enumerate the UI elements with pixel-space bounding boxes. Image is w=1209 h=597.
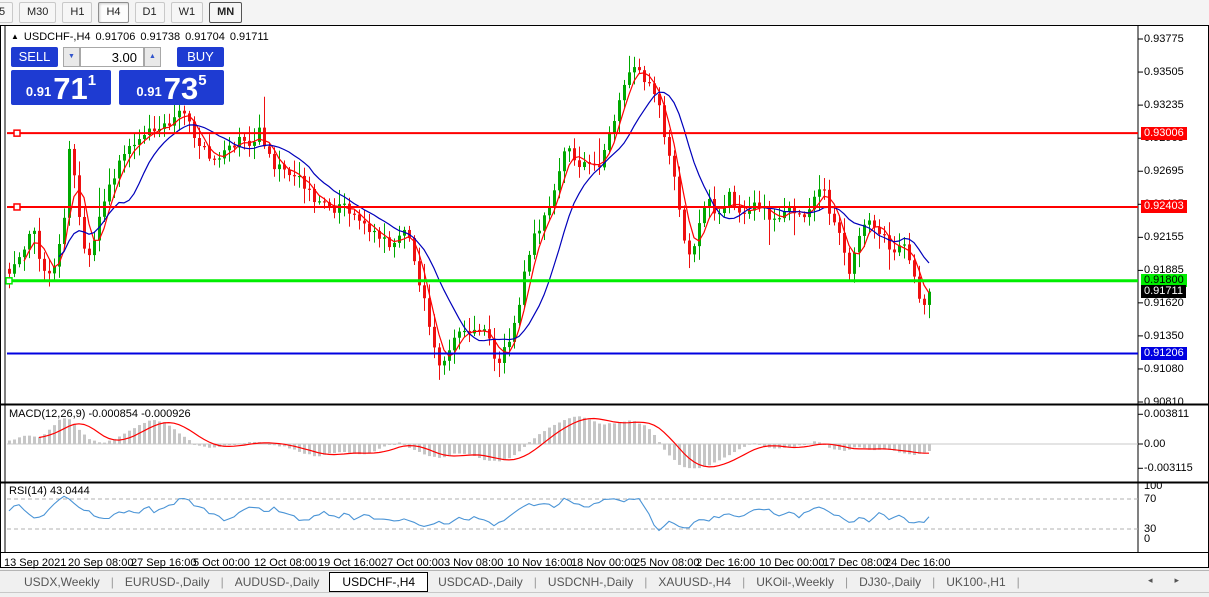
tab-divider: | bbox=[742, 574, 746, 589]
price-tick-0.91080: 0.91080 bbox=[1144, 362, 1184, 375]
timeframe-button-D1[interactable]: D1 bbox=[134, 2, 165, 23]
time-label: 24 Dec 16:00 bbox=[885, 557, 951, 569]
hline-label-0.92403: 0.92403 bbox=[1141, 200, 1187, 214]
rsi-axis-30: 30 bbox=[1144, 523, 1157, 535]
ask-quote-button[interactable]: 0.91 73 5 bbox=[119, 70, 224, 105]
chart-tab-DJ30-Daily[interactable]: DJ30-,Daily bbox=[859, 574, 922, 589]
ask-price-prefix: 0.91 bbox=[136, 84, 162, 99]
volume-input[interactable] bbox=[80, 47, 144, 67]
current-price-label: 0.91711 bbox=[1141, 285, 1186, 299]
tab-divider: | bbox=[844, 574, 849, 589]
ohlc-close: 0.91711 bbox=[229, 31, 269, 43]
chart-tab-USDX-Weekly[interactable]: USDX,Weekly bbox=[24, 574, 100, 589]
time-label: 19 Oct 16:00 bbox=[318, 557, 381, 569]
timeframe-button-MN[interactable]: MN bbox=[209, 2, 243, 23]
tab-scroll-right-icon[interactable]: ▸ bbox=[1174, 575, 1201, 585]
tab-divider: | bbox=[220, 574, 224, 589]
timeframe-button-M30[interactable]: M30 bbox=[19, 2, 57, 23]
time-label: 5 Oct 00:00 bbox=[193, 557, 250, 569]
sell-button[interactable]: SELL bbox=[11, 47, 58, 67]
time-label: 2 Dec 16:00 bbox=[696, 557, 756, 569]
time-label: 27 Sep 16:00 bbox=[131, 557, 197, 569]
ask-price-big: 73 bbox=[163, 71, 199, 106]
tab-divider: | bbox=[533, 574, 537, 589]
rsi-axis-70: 70 bbox=[1144, 493, 1157, 505]
chevron-up-icon: ▲ bbox=[149, 53, 156, 60]
time-label: 18 Nov 00:00 bbox=[571, 557, 637, 569]
time-label: 25 Nov 08:00 bbox=[634, 557, 700, 569]
rsi-axis-100: 100 bbox=[1144, 480, 1163, 492]
tab-divider: | bbox=[110, 574, 114, 589]
ohlc-high: 0.91738 bbox=[140, 31, 181, 43]
chart-tab-USDCNH-Daily[interactable]: USDCNH-,Daily bbox=[547, 574, 634, 589]
time-label: 10 Dec 00:00 bbox=[759, 557, 825, 569]
chart-tab-UK100-H1[interactable]: UK100-,H1 bbox=[946, 574, 1006, 589]
timeframe-button-5[interactable]: 5 bbox=[0, 2, 13, 23]
tab-divider: | bbox=[1016, 574, 1020, 589]
price-tick-0.91620: 0.91620 bbox=[1144, 296, 1184, 309]
bid-quote-button[interactable]: 0.91 71 1 bbox=[11, 70, 111, 105]
volume-increase-button[interactable]: ▲ bbox=[144, 47, 161, 67]
hline-label-0.91206: 0.91206 bbox=[1141, 347, 1187, 361]
timeframe-button-H4[interactable]: H4 bbox=[98, 2, 129, 23]
chart-tab-USDCAD-Daily[interactable]: USDCAD-,Daily bbox=[438, 574, 523, 589]
chart-tab-UKOil-Weekly[interactable]: UKOil-,Weekly bbox=[756, 574, 834, 589]
macd-axis-0.003811: 0.003811 bbox=[1144, 408, 1190, 421]
price-tick-0.92695: 0.92695 bbox=[1144, 165, 1184, 178]
timeframe-button-H1[interactable]: H1 bbox=[62, 2, 93, 23]
ask-price-sup: 5 bbox=[198, 72, 207, 89]
price-tick-0.93775: 0.93775 bbox=[1144, 33, 1184, 45]
time-label: 10 Nov 16:00 bbox=[507, 557, 573, 569]
ohlc-low: 0.91704 bbox=[185, 31, 225, 43]
chart-title: ▲ USDCHF-,H4 0.91706 0.91738 0.91704 0.91711 bbox=[11, 31, 274, 43]
chart-tab-EURUSD-Daily[interactable]: EURUSD-,Daily bbox=[124, 574, 210, 589]
buy-button[interactable]: BUY bbox=[177, 47, 224, 67]
chevron-down-icon: ▼ bbox=[68, 53, 75, 60]
time-label: 17 Dec 08:00 bbox=[823, 557, 889, 569]
bid-price-prefix: 0.91 bbox=[25, 84, 52, 99]
timeframe-toolbar: 5 M30 H1 H4 D1 W1 MN bbox=[0, 0, 1209, 25]
status-bar bbox=[0, 592, 1209, 597]
bid-price-sup: 1 bbox=[87, 72, 97, 89]
time-label: 3 Nov 08:00 bbox=[444, 557, 504, 569]
chart-window: ▲ USDCHF-,H4 0.91706 0.91738 0.91704 0.91711 … bbox=[0, 25, 1209, 569]
chart-tab-AUDUSD-Daily[interactable]: AUDUSD-,Daily bbox=[234, 574, 320, 589]
timeframe-button-W1[interactable]: W1 bbox=[170, 2, 204, 23]
ohlc-open: 0.91706 bbox=[95, 31, 136, 43]
price-tick-0.91885: 0.91885 bbox=[1144, 264, 1184, 277]
macd-indicator-label: MACD(12,26,9) -0.000854 -0.000926 bbox=[9, 408, 191, 420]
chart-symbol-period: USDCHF-,H4 bbox=[23, 31, 91, 43]
chart-canvas[interactable] bbox=[1, 26, 1208, 567]
one-click-trade-panel: SELL ▼ ▲ BUY 0.91 71 1 0.91 73 5 bbox=[11, 47, 224, 105]
time-label: 27 Oct 00:00 bbox=[381, 557, 444, 569]
chart-tab-bar: USDX,Weekly | EURUSD-,Daily | AUDUSD-,Daily U… bbox=[0, 570, 1209, 592]
tab-scroll-left-icon[interactable]: ◂ bbox=[1147, 575, 1175, 585]
hline-label-0.91800: 0.91800 bbox=[1141, 274, 1187, 288]
rsi-axis-0: 0 bbox=[1144, 533, 1151, 545]
time-label: 12 Oct 08:00 bbox=[254, 557, 317, 569]
time-label: 20 Sep 08:00 bbox=[68, 557, 134, 569]
macd-axis-0.00: 0.00 bbox=[1144, 438, 1166, 450]
bid-price-big: 71 bbox=[53, 71, 88, 106]
rsi-indicator-label: RSI(14) 43.0444 bbox=[9, 485, 90, 497]
price-tick-0.90810: 0.90810 bbox=[1144, 396, 1184, 408]
chart-tab-USDCHF-H4[interactable]: USDCHF-,H4 bbox=[329, 571, 429, 592]
volume-decrease-button[interactable]: ▼ bbox=[63, 47, 80, 67]
chart-tab-XAUUSD-H4[interactable]: XAUUSD-,H4 bbox=[658, 574, 732, 589]
time-label: 13 Sep 2021 bbox=[4, 557, 67, 569]
collapse-chart-icon[interactable]: ▲ bbox=[11, 32, 19, 41]
price-tick-0.93505: 0.93505 bbox=[1144, 66, 1184, 79]
price-tick-0.93235: 0.93235 bbox=[1144, 99, 1184, 112]
tab-divider: | bbox=[932, 574, 936, 589]
tab-divider: | bbox=[644, 574, 648, 589]
price-tick-0.91350: 0.91350 bbox=[1144, 329, 1184, 342]
macd-axis--0.003115: -0.003115 bbox=[1144, 462, 1193, 475]
price-tick-0.92155: 0.92155 bbox=[1144, 231, 1184, 244]
hline-label-0.93006: 0.93006 bbox=[1141, 126, 1187, 140]
